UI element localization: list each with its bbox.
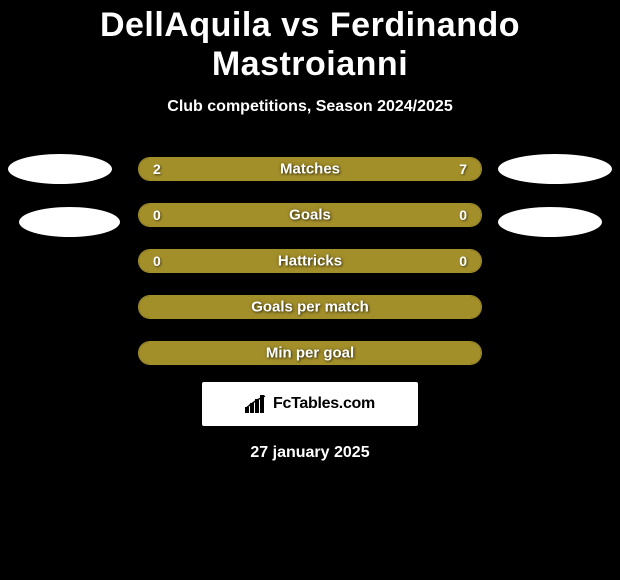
stat-row: Min per goal (138, 341, 482, 365)
bar-full (139, 204, 481, 226)
bar-full (139, 296, 481, 318)
value-left: 0 (153, 207, 161, 223)
value-right: 7 (459, 161, 467, 177)
infographic-root: DellAquila vs Ferdinando Mastroianni Clu… (0, 0, 620, 580)
avatar-left-2 (19, 207, 120, 237)
avatar-right-2 (498, 207, 602, 237)
bars-icon (245, 395, 267, 413)
bar-left (139, 158, 214, 180)
bar-full (139, 342, 481, 364)
stat-row: 00Hattricks (138, 249, 482, 273)
page-title: DellAquila vs Ferdinando Mastroianni (0, 6, 620, 84)
logo-text: FcTables.com (273, 395, 375, 413)
value-right: 0 (459, 253, 467, 269)
bar-right (214, 158, 481, 180)
stat-row: Goals per match (138, 295, 482, 319)
value-left: 2 (153, 161, 161, 177)
page-subtitle: Club competitions, Season 2024/2025 (0, 98, 620, 116)
logo-inner: FcTables.com (245, 395, 375, 413)
chart-area: 27Matches00Goals00HattricksGoals per mat… (0, 154, 620, 374)
avatar-left-1 (8, 154, 112, 184)
avatar-right-1 (498, 154, 612, 184)
stat-row: 00Goals (138, 203, 482, 227)
stat-row: 27Matches (138, 157, 482, 181)
value-left: 0 (153, 253, 161, 269)
value-right: 0 (459, 207, 467, 223)
bar-full (139, 250, 481, 272)
date-line: 27 january 2025 (0, 444, 620, 462)
site-logo: FcTables.com (202, 382, 418, 426)
